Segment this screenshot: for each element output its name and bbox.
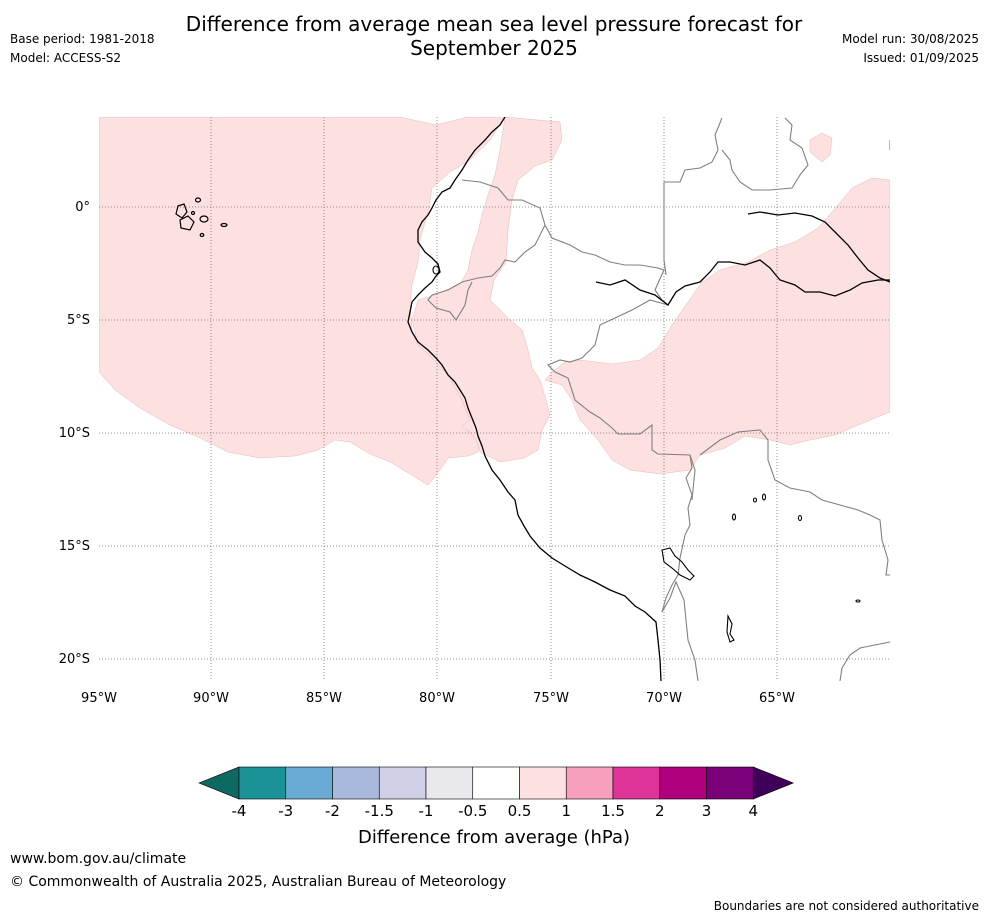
colorbar-tick-label: -3 [278, 802, 293, 820]
colorbar-tick-label: 3 [702, 802, 712, 820]
colorbar-tick-label: 2 [655, 802, 665, 820]
colorbar-extension-high [752, 766, 795, 800]
colorbar-tick-label: 0.5 [508, 802, 532, 820]
anomaly-region-east [544, 177, 890, 475]
meta-left: Base period: 1981-2018 Model: ACCESS-S2 [10, 30, 155, 68]
meta-right: Model run: 30/08/2025 Issued: 01/09/2025 [842, 30, 979, 68]
lon-label-70w: 70°W [646, 691, 682, 706]
latitude-labels: 0° 5°S 10°S 15°S 20°S [59, 200, 90, 667]
lon-label-85w: 85°W [306, 691, 342, 706]
colorbar-tick-label: -4 [232, 802, 247, 820]
colorbar-tick-label: -0.5 [458, 802, 487, 820]
colorbar [198, 766, 795, 800]
longitude-labels: 95°W 90°W 85°W 80°W 75°W 70°W 65°W [81, 691, 795, 706]
colorbar-segment [472, 766, 520, 800]
coastlines [407, 117, 890, 681]
chart-title: Difference from average mean sea level p… [0, 12, 988, 60]
country-borders [427, 117, 890, 681]
model-run: Model run: 30/08/2025 [841, 32, 979, 46]
lon-label-80w: 80°W [419, 691, 455, 706]
colorbar-tick-label: -1 [419, 802, 434, 820]
lat-label-10s: 10°S [59, 426, 90, 441]
colorbar-segment [238, 766, 287, 800]
colorbar-segment [425, 766, 474, 800]
colorbar-segment [285, 766, 333, 800]
colorbar-segment [378, 766, 427, 800]
issued-date: Issued: 01/09/2025 [863, 51, 979, 65]
title-line-1: Difference from average mean sea level p… [185, 12, 803, 36]
colorbar-tick-label: 4 [748, 802, 758, 820]
anomaly-region-north-patch [809, 132, 833, 163]
colorbar-segment [332, 766, 380, 800]
title-line-2: September 2025 [410, 36, 578, 60]
colorbar-title: Difference from average (hPa) [358, 827, 630, 848]
colorbar-tick-label: -1.5 [365, 802, 394, 820]
lat-label-15s: 15°S [59, 539, 90, 554]
lon-label-65w: 65°W [759, 691, 795, 706]
colorbar-segment [612, 766, 661, 800]
lat-label-5s: 5°S [67, 313, 90, 328]
footer-copyright: © Commonwealth of Australia 2025, Austra… [10, 874, 507, 890]
colorbar-tick-label: 1 [561, 802, 571, 820]
lat-label-20s: 20°S [59, 652, 90, 667]
lat-label-0: 0° [75, 200, 90, 215]
footer-disclaimer: Boundaries are not considered authoritat… [713, 899, 979, 913]
colorbar-segment [519, 766, 567, 800]
colorbar-segment [659, 766, 707, 800]
footer-url: www.bom.gov.au/climate [10, 851, 187, 867]
lakes [432, 265, 861, 643]
colorbar-segment [706, 766, 754, 800]
model-name: Model: ACCESS-S2 [10, 51, 122, 65]
colorbar-labels: -4 -3 -2 -1.5 -1 -0.5 0.5 1 1.5 2 3 4 [232, 802, 759, 820]
lon-label-95w: 95°W [81, 691, 117, 706]
colorbar-tick-label: -2 [325, 802, 340, 820]
base-period: Base period: 1981-2018 [10, 32, 155, 46]
colorbar-tick-label: 1.5 [601, 802, 625, 820]
colorbar-extension-low [198, 766, 240, 800]
lon-label-90w: 90°W [193, 691, 229, 706]
colorbar-segment [565, 766, 614, 800]
galapagos-islands [175, 197, 228, 238]
lon-label-75w: 75°W [533, 691, 569, 706]
map-area [99, 117, 890, 681]
